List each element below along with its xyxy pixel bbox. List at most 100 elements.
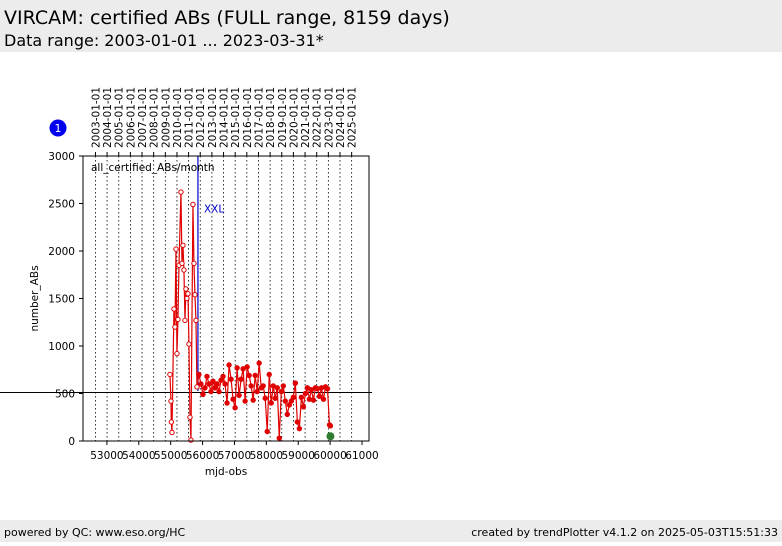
series-name: all_certified_ABs/month <box>91 162 215 174</box>
data-point <box>282 398 289 404</box>
top-tick-label: 2018-01-01 <box>265 87 277 148</box>
data-point <box>200 391 206 398</box>
top-tick-label: 2003-01-01 <box>90 87 102 148</box>
top-tick-label: 2008-01-01 <box>149 87 161 148</box>
data-point <box>191 260 197 267</box>
series-line <box>169 192 331 441</box>
badge-text: 1 <box>55 122 62 135</box>
top-tick-label: 2022-01-01 <box>312 87 324 148</box>
data-point <box>300 404 307 410</box>
x-tick-label: 56000 <box>186 450 219 462</box>
top-tick-label: 2025-01-01 <box>347 87 359 148</box>
y-tick-label: 2000 <box>48 246 75 258</box>
data-point <box>268 400 274 406</box>
data-point <box>278 388 284 395</box>
data-point <box>310 397 317 403</box>
footer-band <box>0 520 782 542</box>
data-point <box>236 392 242 399</box>
plot: 2003-01-01 2004-01-01 2005-01-01 2006-01-01… <box>0 87 379 478</box>
data-point <box>222 381 228 387</box>
top-tick-label: 2015-01-01 <box>230 87 242 148</box>
data-point <box>194 384 200 390</box>
data-point <box>172 324 178 330</box>
x-axis-label: mjd-obs <box>205 466 247 478</box>
top-tick-label: 2024-01-01 <box>335 87 347 148</box>
data-point <box>210 378 216 384</box>
data-point <box>188 437 194 443</box>
data-point <box>248 383 254 389</box>
data-point <box>182 317 188 324</box>
x-tick-label: 61000 <box>345 450 378 462</box>
data-point <box>246 372 252 379</box>
data-point <box>183 286 189 292</box>
footer-right: created by trendPlotter v4.1.2 on 2025-0… <box>471 526 778 539</box>
data-point <box>232 405 238 411</box>
top-tick-label: 2007-01-01 <box>137 87 149 148</box>
x-tick-label: 58000 <box>250 450 283 462</box>
data-point <box>193 317 199 324</box>
top-tick-label: 2009-01-01 <box>160 87 172 148</box>
data-point <box>204 373 210 380</box>
data-point <box>171 306 177 312</box>
data-point <box>260 383 266 389</box>
data-point <box>180 242 186 249</box>
data-point <box>250 397 256 403</box>
highlight-point <box>326 432 335 441</box>
top-tick-label: 2004-01-01 <box>102 87 114 148</box>
data-point <box>256 360 262 366</box>
top-tick-label: 2019-01-01 <box>277 87 289 148</box>
data-point <box>224 400 230 406</box>
data-point <box>294 419 301 425</box>
top-tick-label: 2013-01-01 <box>207 87 219 148</box>
data-point <box>230 396 236 402</box>
y-tick-label: 3000 <box>48 151 75 163</box>
data-point <box>168 398 174 404</box>
x-tick-label: 60000 <box>313 450 346 462</box>
data-point <box>190 201 196 208</box>
data-point <box>184 295 190 302</box>
data-point <box>280 383 286 389</box>
plot-frame <box>82 155 370 442</box>
data-point <box>174 350 180 357</box>
data-point <box>302 390 309 397</box>
data-point <box>252 372 258 379</box>
data-point <box>324 386 331 392</box>
x-tick-label: 55000 <box>154 450 187 462</box>
data-point <box>274 385 280 391</box>
data-point <box>167 371 173 378</box>
data-point <box>276 435 282 441</box>
top-tick-label: 2020-01-01 <box>288 87 300 148</box>
top-tick-label: 2011-01-01 <box>184 87 196 148</box>
top-tick-label: 2023-01-01 <box>323 87 335 148</box>
data-point <box>228 376 234 382</box>
data-point <box>220 373 226 380</box>
y-tick-label: 2500 <box>48 199 75 211</box>
data-point <box>262 395 268 401</box>
data-point <box>264 428 270 435</box>
data-point <box>206 381 212 387</box>
x-tick-label: 59000 <box>282 450 315 462</box>
y-tick-label: 0 <box>68 436 75 448</box>
data-point <box>208 388 214 395</box>
data-point <box>238 376 244 382</box>
data-point <box>226 362 232 368</box>
data-point <box>254 388 260 395</box>
data-point <box>244 364 250 370</box>
data-point <box>266 371 272 378</box>
footer-left: powered by QC: www.eso.org/HC <box>4 526 186 539</box>
data-point <box>192 292 198 298</box>
data-point <box>327 423 334 429</box>
data-point <box>284 411 291 418</box>
page-title: VIRCAM: certified ABs (FULL range, 8159 … <box>4 7 450 29</box>
data-point <box>168 419 175 425</box>
top-tick-label: 2006-01-01 <box>125 87 137 148</box>
data-point <box>185 291 191 297</box>
data-point <box>272 395 278 401</box>
data-point <box>198 381 204 387</box>
data-point <box>178 189 184 195</box>
top-tick-label: 2016-01-01 <box>242 87 254 148</box>
y-axis-label: number_ABs <box>29 265 41 331</box>
data-point <box>214 381 220 387</box>
top-tick-label: 2005-01-01 <box>114 87 126 148</box>
